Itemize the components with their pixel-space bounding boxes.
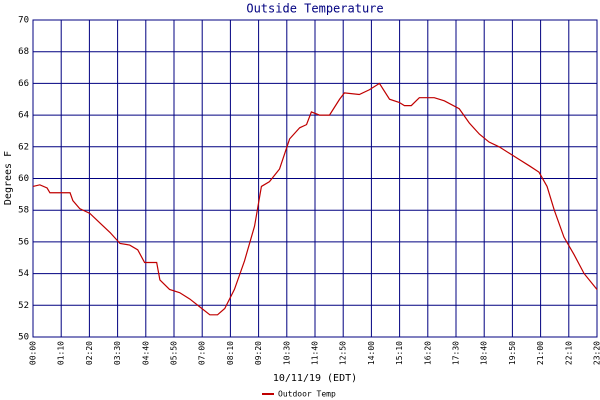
y-tick-label: 64 xyxy=(18,111,29,121)
y-tick-label: 60 xyxy=(18,174,29,184)
x-tick-label: 04:40 xyxy=(141,341,150,365)
x-tick-label: 02:20 xyxy=(85,341,94,365)
legend-label: Outdoor Temp xyxy=(278,390,336,399)
x-tick-label: 03:30 xyxy=(113,341,122,365)
y-tick-label: 70 xyxy=(18,16,29,26)
x-tick-label: 11:40 xyxy=(311,341,320,365)
x-tick-label: 07:00 xyxy=(198,341,207,365)
x-tick-label: 01:10 xyxy=(57,341,66,365)
x-tick-label: 22:10 xyxy=(564,341,573,365)
y-axis-label: Degrees F xyxy=(3,151,14,205)
x-tick-label: 19:50 xyxy=(508,341,517,365)
x-axis-label: 10/11/19 (EDT) xyxy=(273,373,357,384)
data-line xyxy=(32,82,598,316)
y-tick-label: 62 xyxy=(18,142,29,152)
x-tick-label: 05:50 xyxy=(170,341,179,365)
x-tick-label: 09:20 xyxy=(254,341,263,365)
x-tick-label: 12:50 xyxy=(339,341,348,365)
x-tick-label: 16:20 xyxy=(423,341,432,365)
x-tick-label: 23:20 xyxy=(593,341,600,365)
x-tick-label: 18:40 xyxy=(480,341,489,365)
x-tick-label: 14:00 xyxy=(367,341,376,365)
y-tick-label: 54 xyxy=(18,269,29,279)
x-tick-label: 17:30 xyxy=(452,341,461,365)
x-tick-label: 00:00 xyxy=(29,341,38,365)
y-tick-label: 56 xyxy=(18,237,29,247)
y-tick-label: 66 xyxy=(18,79,29,89)
x-tick-label: 21:00 xyxy=(536,341,545,365)
y-tick-label: 58 xyxy=(18,206,29,216)
y-tick-label: 68 xyxy=(18,47,29,57)
chart-title: Outside Temperature xyxy=(246,2,383,16)
y-tick-label: 50 xyxy=(18,333,29,343)
x-tick-label: 10:30 xyxy=(282,341,291,365)
x-tick-label: 15:10 xyxy=(395,341,404,365)
x-tick-label: 08:10 xyxy=(226,341,235,365)
y-tick-label: 52 xyxy=(18,301,29,311)
